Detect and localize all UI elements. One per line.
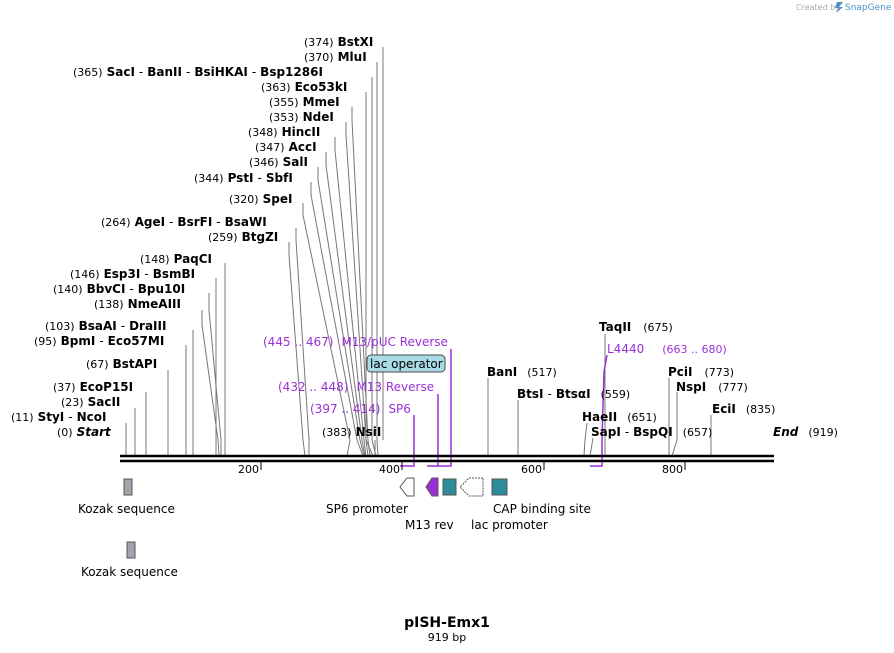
primer-line-l4440: [590, 354, 608, 467]
primer-line-m13puc: [427, 349, 452, 467]
connector-saci: [371, 77, 377, 457]
site-btgzi[interactable]: (259) BtgZI: [208, 230, 278, 244]
connector-spei: [302, 203, 351, 457]
site-nmeaiii[interactable]: (138) NmeAIII: [94, 297, 181, 311]
site-sapi-group[interactable]: SapI - BspQI (657): [591, 425, 712, 439]
site-connector-lines: [125, 47, 712, 457]
primer-labels: (445 .. 467) M13/pUC Reverse (432 .. 448)…: [263, 335, 727, 416]
site-spei[interactable]: (320) SpeI: [229, 192, 292, 206]
site-btsi-group[interactable]: BtsI - BtsαI (559): [517, 387, 630, 401]
primer-m13-reverse[interactable]: (432 .. 448) M13 Reverse: [278, 380, 434, 394]
connector-nspi: [671, 392, 678, 457]
tick-label-200: 200: [238, 463, 259, 476]
site-saci-group[interactable]: (365) SacI - BanII - BsiHKAI - Bsp1286I: [73, 65, 323, 79]
site-styi-group[interactable]: (11) StyI - NcoI: [11, 410, 106, 424]
site-sacii[interactable]: (23) SacII: [61, 395, 120, 409]
cap-binding-site-box[interactable]: [491, 478, 508, 496]
connector-mlui: [376, 62, 379, 457]
lac-operator-box: [366, 354, 446, 373]
lac-operator-feature[interactable]: lac operator: [366, 354, 446, 373]
lac-operator-box-glyph[interactable]: [442, 478, 457, 496]
credit-text: Created by: [796, 3, 840, 12]
lac-operator-label: lac operator: [370, 357, 443, 371]
connector-hincii: [334, 137, 367, 457]
feature-labels: Kozak sequence Kozak sequence SP6 promot…: [78, 502, 591, 579]
plasmid-length: 919 bp: [428, 631, 466, 644]
m13-rev-arrow[interactable]: [425, 477, 439, 497]
site-ndei[interactable]: (353) NdeI: [269, 110, 334, 124]
site-pcii[interactable]: PciI (773): [668, 365, 734, 379]
site-ecop15i[interactable]: (37) EcoP15I: [53, 380, 133, 394]
connector-bbvci: [208, 293, 222, 456]
kozak-sequence-2-label: Kozak sequence: [81, 565, 178, 579]
site-taqii[interactable]: TaqII (675): [599, 320, 673, 334]
site-start: (0) Start: [57, 425, 112, 439]
sp6-promoter-label: SP6 promoter: [326, 502, 408, 516]
enzyme-labels: (374) BstXI (370) MluI (365) SacI - BanII - Bsi…: [11, 35, 838, 439]
site-bpmi-group[interactable]: (95) BpmI - Eco57MI: [34, 334, 164, 348]
site-bbvci-group[interactable]: (140) BbvCI - Bpu10I: [53, 282, 185, 296]
primer-l4440[interactable]: L4440 (663 .. 680): [607, 342, 727, 356]
site-paqci[interactable]: (148) PaqCI: [140, 252, 212, 266]
snapgene-logo-icon: [835, 2, 843, 13]
site-ecii[interactable]: EciI (835): [712, 402, 775, 416]
kozak-sequence-2-box[interactable]: [126, 541, 136, 559]
connector-sali: [317, 167, 365, 457]
primer-connectors: [400, 349, 608, 467]
site-haeii[interactable]: HaeII (651): [582, 410, 657, 424]
connector-btgzi: [288, 242, 306, 457]
primer-m13puc-reverse[interactable]: (445 .. 467) M13/pUC Reverse: [263, 335, 448, 349]
plasmid-title: pISH-Emx1: [404, 615, 490, 631]
primer-sp6[interactable]: (397 .. 414) SP6: [310, 402, 411, 416]
ruler: 200 400 600 800: [238, 461, 686, 476]
kozak-sequence-1-label: Kozak sequence: [78, 502, 175, 516]
site-end: End (919): [773, 425, 838, 439]
site-mlui[interactable]: (370) MluI: [304, 50, 367, 64]
site-bsaai-group[interactable]: (103) BsaAI - DraIII: [45, 319, 166, 333]
sp6-promoter-arrow[interactable]: [399, 477, 415, 497]
site-hincii[interactable]: (348) HincII: [248, 125, 320, 139]
connector-sapi: [589, 437, 594, 457]
connector-haeii: [583, 422, 588, 457]
site-sali[interactable]: (346) SalI: [249, 155, 308, 169]
connector-agei: [295, 228, 310, 456]
connector-ndei: [345, 122, 369, 457]
site-eco53ki[interactable]: (363) Eco53kI: [261, 80, 347, 94]
site-bstxi[interactable]: (374) BstXI: [304, 35, 373, 49]
sequence-backbone: [120, 454, 774, 463]
tick-label-400: 400: [379, 463, 400, 476]
tick-label-800: 800: [662, 463, 683, 476]
connector-psti: [310, 182, 364, 457]
connector-acci: [325, 152, 366, 457]
site-agei-group[interactable]: (264) AgeI - BsrFI - BsaWI: [101, 215, 267, 229]
lac-promoter-label: lac promoter: [471, 518, 548, 532]
lac-promoter-arrow[interactable]: [459, 477, 484, 497]
tick-label-600: 600: [521, 463, 542, 476]
primer-line-sp6: [400, 415, 415, 467]
site-psti-group[interactable]: (344) PstI - SbfI: [194, 171, 293, 185]
site-nsii[interactable]: (383) NsiI: [322, 425, 381, 439]
feature-glyphs: [123, 477, 508, 559]
site-esp3i-group[interactable]: (146) Esp3I - BsmBI: [70, 267, 195, 281]
connector-mmei: [351, 107, 371, 457]
kozak-sequence-1-box[interactable]: [123, 478, 133, 496]
connector-nmeaiii: [201, 310, 220, 457]
site-bani[interactable]: BanI (517): [487, 365, 557, 379]
cap-binding-site-label: CAP binding site: [493, 502, 591, 516]
brand-name: SnapGene: [845, 3, 892, 13]
site-mmei[interactable]: (355) MmeI: [269, 95, 340, 109]
site-acci[interactable]: (347) AccI: [255, 140, 317, 154]
site-bstapi[interactable]: (67) BstAPI: [86, 357, 157, 371]
site-nspi[interactable]: NspI (777): [676, 380, 748, 394]
m13-rev-label: M13 rev: [405, 518, 454, 532]
